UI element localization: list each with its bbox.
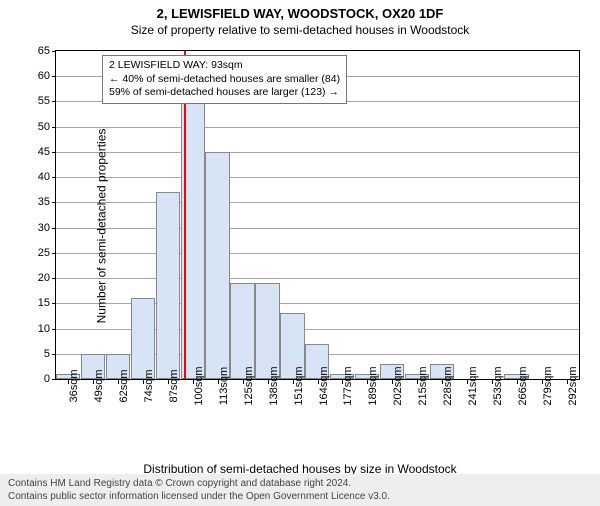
y-gridline (56, 152, 579, 153)
x-tick-label: 62sqm (118, 369, 130, 402)
y-tick-mark (52, 51, 56, 52)
annotation-line2: ← 40% of semi-detached houses are smalle… (109, 73, 340, 87)
y-tick-label: 45 (38, 146, 50, 158)
y-tick-mark (52, 76, 56, 77)
y-tick-label: 20 (38, 272, 50, 284)
x-tick-label: 138sqm (268, 366, 280, 405)
annotation-line1: 2 LEWISFIELD WAY: 93sqm (109, 59, 340, 73)
y-tick-mark (52, 177, 56, 178)
y-tick-mark (52, 127, 56, 128)
x-tick-label: 125sqm (243, 366, 255, 405)
x-tick-label: 202sqm (392, 366, 404, 405)
x-tick-label: 74sqm (143, 369, 155, 402)
y-tick-mark (52, 303, 56, 304)
y-tick-mark (52, 228, 56, 229)
footer-line1: Contains HM Land Registry data © Crown c… (8, 478, 592, 491)
x-tick-label: 189sqm (367, 366, 379, 405)
x-tick-label: 151sqm (293, 366, 305, 405)
histogram-bar (230, 283, 254, 379)
chart-subtitle: Size of property relative to semi-detach… (0, 23, 600, 37)
x-tick-label: 215sqm (417, 366, 429, 405)
x-tick-label: 253sqm (492, 366, 504, 405)
plot-region: 0510152025303540455055606536sqm49sqm62sq… (55, 50, 580, 380)
y-tick-label: 40 (38, 171, 50, 183)
annotation-line3: 59% of semi-detached houses are larger (… (109, 86, 340, 100)
y-tick-label: 30 (38, 222, 50, 234)
y-tick-mark (52, 354, 56, 355)
y-gridline (56, 253, 579, 254)
y-tick-label: 60 (38, 70, 50, 82)
footer-attribution: Contains HM Land Registry data © Crown c… (0, 474, 600, 506)
annotation-box: 2 LEWISFIELD WAY: 93sqm ← 40% of semi-de… (102, 55, 347, 104)
x-tick-label: 292sqm (567, 366, 579, 405)
y-tick-mark (52, 101, 56, 102)
y-tick-mark (52, 202, 56, 203)
x-tick-label: 241sqm (467, 366, 479, 405)
y-tick-mark (52, 329, 56, 330)
x-tick-label: 279sqm (542, 366, 554, 405)
y-tick-mark (52, 253, 56, 254)
y-gridline (56, 177, 579, 178)
y-tick-label: 25 (38, 247, 50, 259)
histogram-bar (255, 283, 279, 379)
y-tick-label: 5 (44, 348, 50, 360)
x-tick-label: 164sqm (318, 366, 330, 405)
y-tick-label: 50 (38, 121, 50, 133)
histogram-bar (205, 152, 229, 379)
y-gridline (56, 228, 579, 229)
y-tick-mark (52, 278, 56, 279)
footer-line2: Contains public sector information licen… (8, 491, 592, 504)
x-tick-label: 36sqm (68, 369, 80, 402)
y-gridline (56, 278, 579, 279)
y-tick-label: 35 (38, 196, 50, 208)
x-tick-label: 228sqm (442, 366, 454, 405)
y-gridline (56, 202, 579, 203)
y-gridline (56, 127, 579, 128)
y-tick-mark (52, 152, 56, 153)
x-tick-label: 177sqm (342, 366, 354, 405)
histogram-bar (156, 192, 180, 379)
y-tick-label: 0 (44, 373, 50, 385)
y-tick-label: 10 (38, 323, 50, 335)
chart-title: 2, LEWISFIELD WAY, WOODSTOCK, OX20 1DF (0, 6, 600, 21)
chart-area: 0510152025303540455055606536sqm49sqm62sq… (55, 50, 580, 430)
y-tick-label: 15 (38, 297, 50, 309)
x-tick-label: 100sqm (193, 366, 205, 405)
y-tick-mark (52, 379, 56, 380)
x-tick-label: 113sqm (218, 367, 230, 405)
y-tick-label: 55 (38, 95, 50, 107)
chart-container: 2, LEWISFIELD WAY, WOODSTOCK, OX20 1DF S… (0, 6, 600, 506)
y-tick-label: 65 (38, 45, 50, 57)
x-tick-label: 49sqm (93, 369, 105, 402)
x-tick-label: 87sqm (168, 369, 180, 402)
x-tick-label: 266sqm (517, 366, 529, 405)
histogram-bar (131, 298, 155, 379)
